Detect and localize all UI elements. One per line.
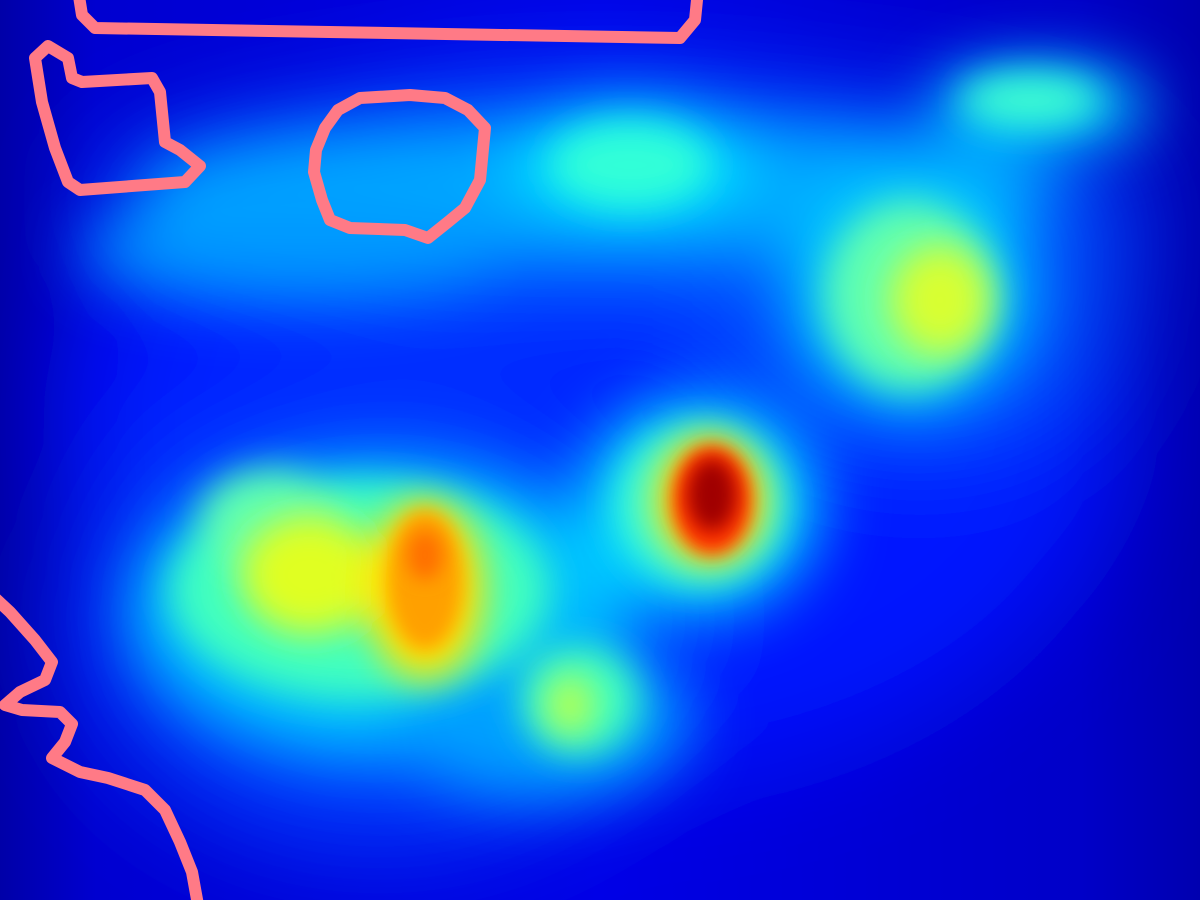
heatmap-scene [0,0,1200,900]
heatmap-canvas [0,0,1200,900]
